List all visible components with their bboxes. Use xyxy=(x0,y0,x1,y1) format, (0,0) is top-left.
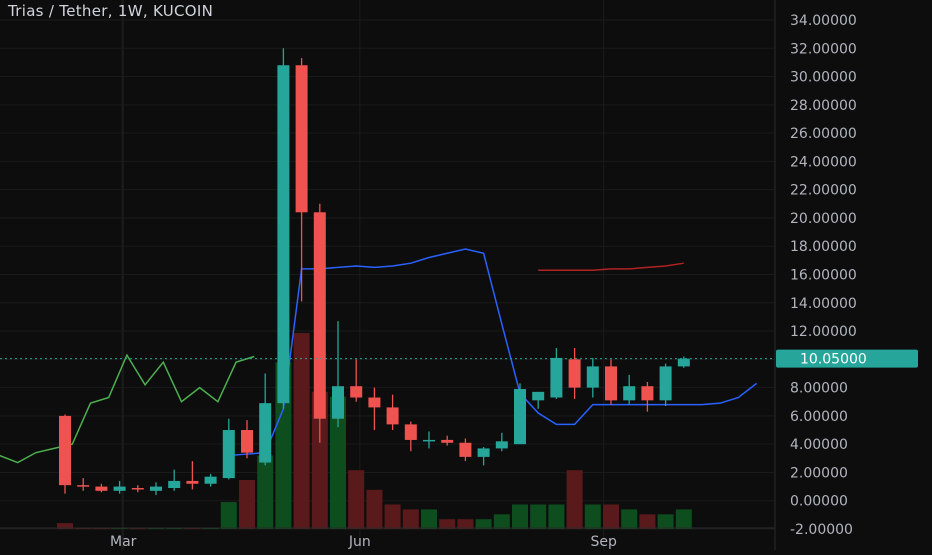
volume-bar xyxy=(639,514,655,529)
candle-body xyxy=(660,366,672,400)
candle-body xyxy=(132,488,144,490)
candle-body xyxy=(332,386,344,419)
volume-bar xyxy=(530,505,546,530)
volume-bar xyxy=(257,456,273,530)
y-tick-label: 6.00000 xyxy=(790,409,848,425)
volume-bar xyxy=(512,505,528,530)
candle-body xyxy=(678,359,690,367)
candle-body xyxy=(314,212,326,418)
candle-body xyxy=(114,487,126,491)
y-tick-label: 32.00000 xyxy=(790,41,857,57)
y-tick-label: 24.00000 xyxy=(790,154,857,170)
volume-bar xyxy=(621,509,637,529)
x-tick-label: Mar xyxy=(110,534,137,550)
volume-bar xyxy=(385,505,401,530)
y-tick-label: 2.00000 xyxy=(790,465,848,481)
candle-body xyxy=(623,386,635,400)
candle-body xyxy=(641,386,653,400)
candle-body xyxy=(296,65,308,212)
y-tick-label: 8.00000 xyxy=(790,381,848,397)
y-tick-label: 0.00000 xyxy=(790,494,848,510)
candle-body xyxy=(168,481,180,488)
candle-body xyxy=(350,386,362,397)
volume-bar xyxy=(221,502,237,529)
candle-body xyxy=(186,481,198,484)
candle-body xyxy=(514,389,526,444)
candle-body xyxy=(150,487,162,491)
volume-bar xyxy=(421,509,437,529)
y-tick-label: -2.00000 xyxy=(790,522,853,538)
y-tick-label: 14.00000 xyxy=(790,296,857,312)
candle-body xyxy=(441,440,453,443)
candle-body xyxy=(550,358,562,398)
candle-body xyxy=(368,398,380,408)
candle-body xyxy=(77,485,89,487)
last-price-label: 10.05000 xyxy=(800,352,867,368)
candle-body xyxy=(277,65,289,403)
y-tick-label: 28.00000 xyxy=(790,98,857,114)
x-tick-label: Sep xyxy=(591,534,618,550)
y-tick-label: 22.00000 xyxy=(790,183,857,199)
volume-bar xyxy=(494,514,510,529)
y-tick-label: 12.00000 xyxy=(790,324,857,340)
chart-title: Trias / Tether, 1W, KUCOIN xyxy=(8,2,213,20)
candle-body xyxy=(223,430,235,478)
candle-body xyxy=(587,366,599,387)
volume-bar xyxy=(567,470,583,529)
candle-body xyxy=(59,416,71,485)
candle-body xyxy=(387,407,399,424)
y-tick-label: 26.00000 xyxy=(790,126,857,142)
candle-body xyxy=(496,441,508,448)
candle-body xyxy=(241,430,253,453)
volume-bar xyxy=(366,490,382,529)
candle-body xyxy=(459,443,471,457)
y-tick-label: 34.00000 xyxy=(790,13,857,29)
y-tick-label: 16.00000 xyxy=(790,268,857,284)
volume-bar xyxy=(548,505,564,530)
y-tick-label: 20.00000 xyxy=(790,211,857,227)
candle-body xyxy=(405,424,417,440)
volume-bar xyxy=(658,514,674,529)
candle-body xyxy=(205,477,217,484)
volume-bar xyxy=(403,509,419,529)
y-tick-label: 30.00000 xyxy=(790,70,857,86)
candle-body xyxy=(605,366,617,400)
volume-bar xyxy=(603,505,619,530)
volume-bar xyxy=(348,470,364,529)
volume-bar xyxy=(585,505,601,530)
candle-body xyxy=(95,487,107,491)
candle-body xyxy=(259,403,271,462)
candle-body xyxy=(478,448,490,456)
candle-body xyxy=(569,359,581,387)
volume-bar xyxy=(239,480,255,529)
volume-bar xyxy=(294,333,310,529)
x-tick-label: Jun xyxy=(348,534,371,550)
y-tick-label: 4.00000 xyxy=(790,437,848,453)
volume-bar xyxy=(676,509,692,529)
candle-body xyxy=(423,440,435,442)
y-tick-label: 18.00000 xyxy=(790,239,857,255)
candle-body xyxy=(532,392,544,400)
